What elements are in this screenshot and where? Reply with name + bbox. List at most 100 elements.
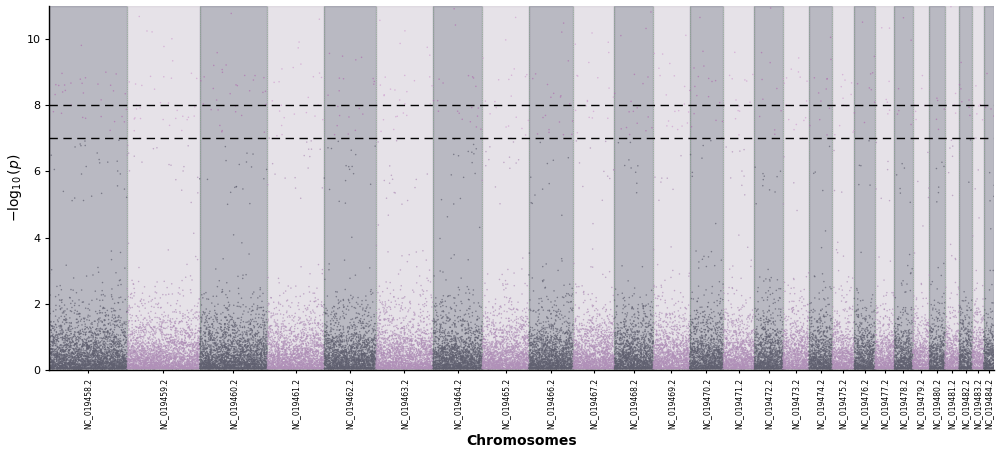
Point [473,361,489,368]
Point [812,339,828,346]
Point [586,352,602,359]
Point [951,360,967,367]
Point [179,330,195,337]
Point [807,365,823,372]
Point [73,364,89,371]
Point [156,365,172,372]
Point [447,322,463,329]
Point [627,344,643,351]
Point [526,339,542,346]
Point [648,361,664,368]
Point [171,344,187,351]
Point [953,358,969,365]
Point [135,365,151,372]
Point [891,321,907,328]
Point [925,350,941,357]
Point [212,362,228,369]
Point [480,355,496,363]
Point [887,365,903,372]
Point [550,360,566,368]
Point [869,353,885,360]
Point [747,342,763,350]
Point [960,327,976,335]
Point [527,365,543,372]
Point [817,327,833,335]
Point [81,338,97,345]
Point [355,362,371,369]
Point [270,350,286,358]
Point [248,352,264,360]
Point [461,350,477,357]
Point [808,333,824,340]
Point [637,347,653,354]
Point [623,331,639,339]
Point [984,347,1000,355]
Point [310,319,326,326]
Point [446,345,462,352]
Point [71,329,87,336]
Point [364,350,380,358]
Point [435,361,451,368]
Point [641,355,657,362]
Point [378,357,394,364]
Point [694,353,710,360]
Point [116,364,132,371]
Point [218,363,234,370]
Point [61,347,77,354]
Point [825,325,841,332]
Point [208,365,224,372]
Point [428,365,444,372]
Point [400,352,416,360]
Point [840,341,856,349]
Point [759,348,775,355]
Point [187,355,203,363]
Point [326,352,342,360]
Point [114,321,130,328]
Point [817,358,833,365]
Point [648,360,664,367]
Point [887,339,903,346]
Point [43,152,59,159]
Point [338,177,354,184]
Point [228,365,244,372]
Point [859,340,875,348]
Point [376,350,392,357]
Point [580,365,596,372]
Point [392,354,408,361]
Point [210,324,226,331]
Point [659,363,675,370]
Point [207,337,223,344]
Point [238,331,254,338]
Point [826,353,842,360]
Point [351,356,367,364]
Point [240,324,256,331]
Point [664,310,680,317]
Point [389,324,405,331]
Point [719,359,735,366]
Point [702,311,718,318]
Point [804,355,820,363]
Point [167,320,183,327]
Point [42,343,58,350]
Point [404,360,420,368]
Point [667,321,683,329]
Point [601,360,617,368]
Point [481,344,497,351]
Point [858,316,874,323]
Point [749,347,765,355]
Point [371,356,387,364]
Point [201,365,217,372]
Point [967,358,983,365]
Point [357,355,373,363]
Point [290,359,306,366]
Point [423,350,439,357]
Point [716,347,732,354]
Point [945,363,961,370]
Point [505,363,521,370]
Point [680,365,696,372]
Point [574,359,590,366]
Point [248,339,264,346]
Point [494,361,510,368]
Point [761,358,777,365]
Point [114,348,130,355]
